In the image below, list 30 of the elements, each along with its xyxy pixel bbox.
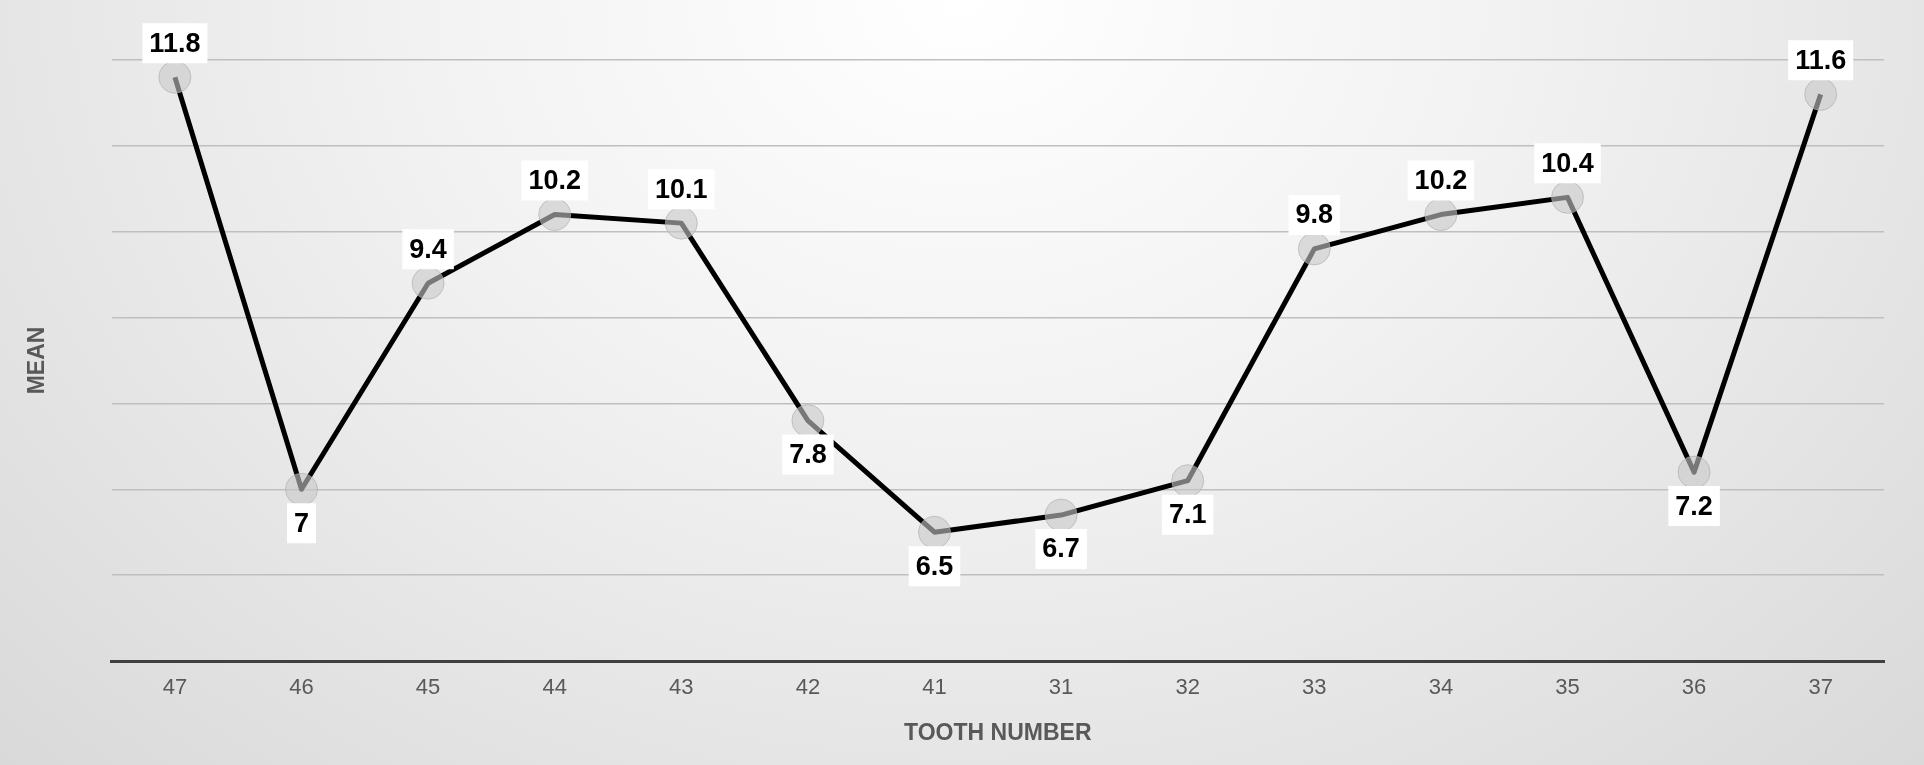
data-label: 11.6 [1795, 44, 1847, 75]
x-tick-label: 44 [542, 674, 567, 700]
data-label: 10.2 [1414, 165, 1468, 195]
data-label: 7.8 [789, 439, 827, 470]
x-tick-label: 37 [1808, 674, 1833, 700]
x-tick-label: 35 [1555, 674, 1580, 700]
x-axis-title: TOOTH NUMBER [904, 718, 1092, 745]
x-tick-label: 47 [162, 674, 188, 700]
data-label: 6.5 [915, 550, 954, 581]
x-tick-label: 41 [922, 674, 947, 700]
x-tick-label: 33 [1302, 674, 1327, 700]
data-label: 6.7 [1042, 533, 1080, 564]
x-tick-label: 36 [1681, 674, 1707, 700]
x-tick-label: 43 [669, 674, 694, 700]
x-tick-label: 31 [1048, 674, 1074, 700]
y-axis-title: MEAN [23, 326, 50, 395]
x-tick-label: 34 [1428, 674, 1454, 700]
data-label: 7.1 [1168, 499, 1207, 530]
x-tick-label: 42 [795, 674, 821, 700]
data-label: 9.4 [409, 233, 447, 264]
data-label: 11.8 [149, 27, 201, 58]
data-label: 10.4 [1541, 147, 1594, 178]
data-label: 9.8 [1295, 199, 1334, 230]
data-label: 10.2 [528, 165, 581, 195]
x-tick-label: 32 [1175, 674, 1200, 700]
data-label: 10.1 [655, 173, 708, 204]
data-label: 7.2 [1675, 490, 1713, 521]
x-tick-label: 46 [289, 674, 314, 700]
x-tick-label: 45 [415, 674, 441, 700]
data-label: 7 [293, 507, 310, 538]
